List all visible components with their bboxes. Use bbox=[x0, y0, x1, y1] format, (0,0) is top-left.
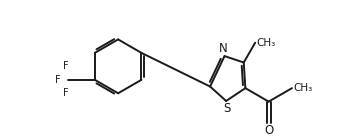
Text: F: F bbox=[55, 75, 60, 85]
Text: CH₃: CH₃ bbox=[256, 38, 275, 48]
Text: CH₃: CH₃ bbox=[293, 83, 312, 93]
Text: O: O bbox=[264, 124, 273, 137]
Text: S: S bbox=[223, 102, 231, 115]
Text: N: N bbox=[219, 42, 228, 55]
Text: F: F bbox=[63, 88, 69, 98]
Text: F: F bbox=[63, 61, 69, 71]
